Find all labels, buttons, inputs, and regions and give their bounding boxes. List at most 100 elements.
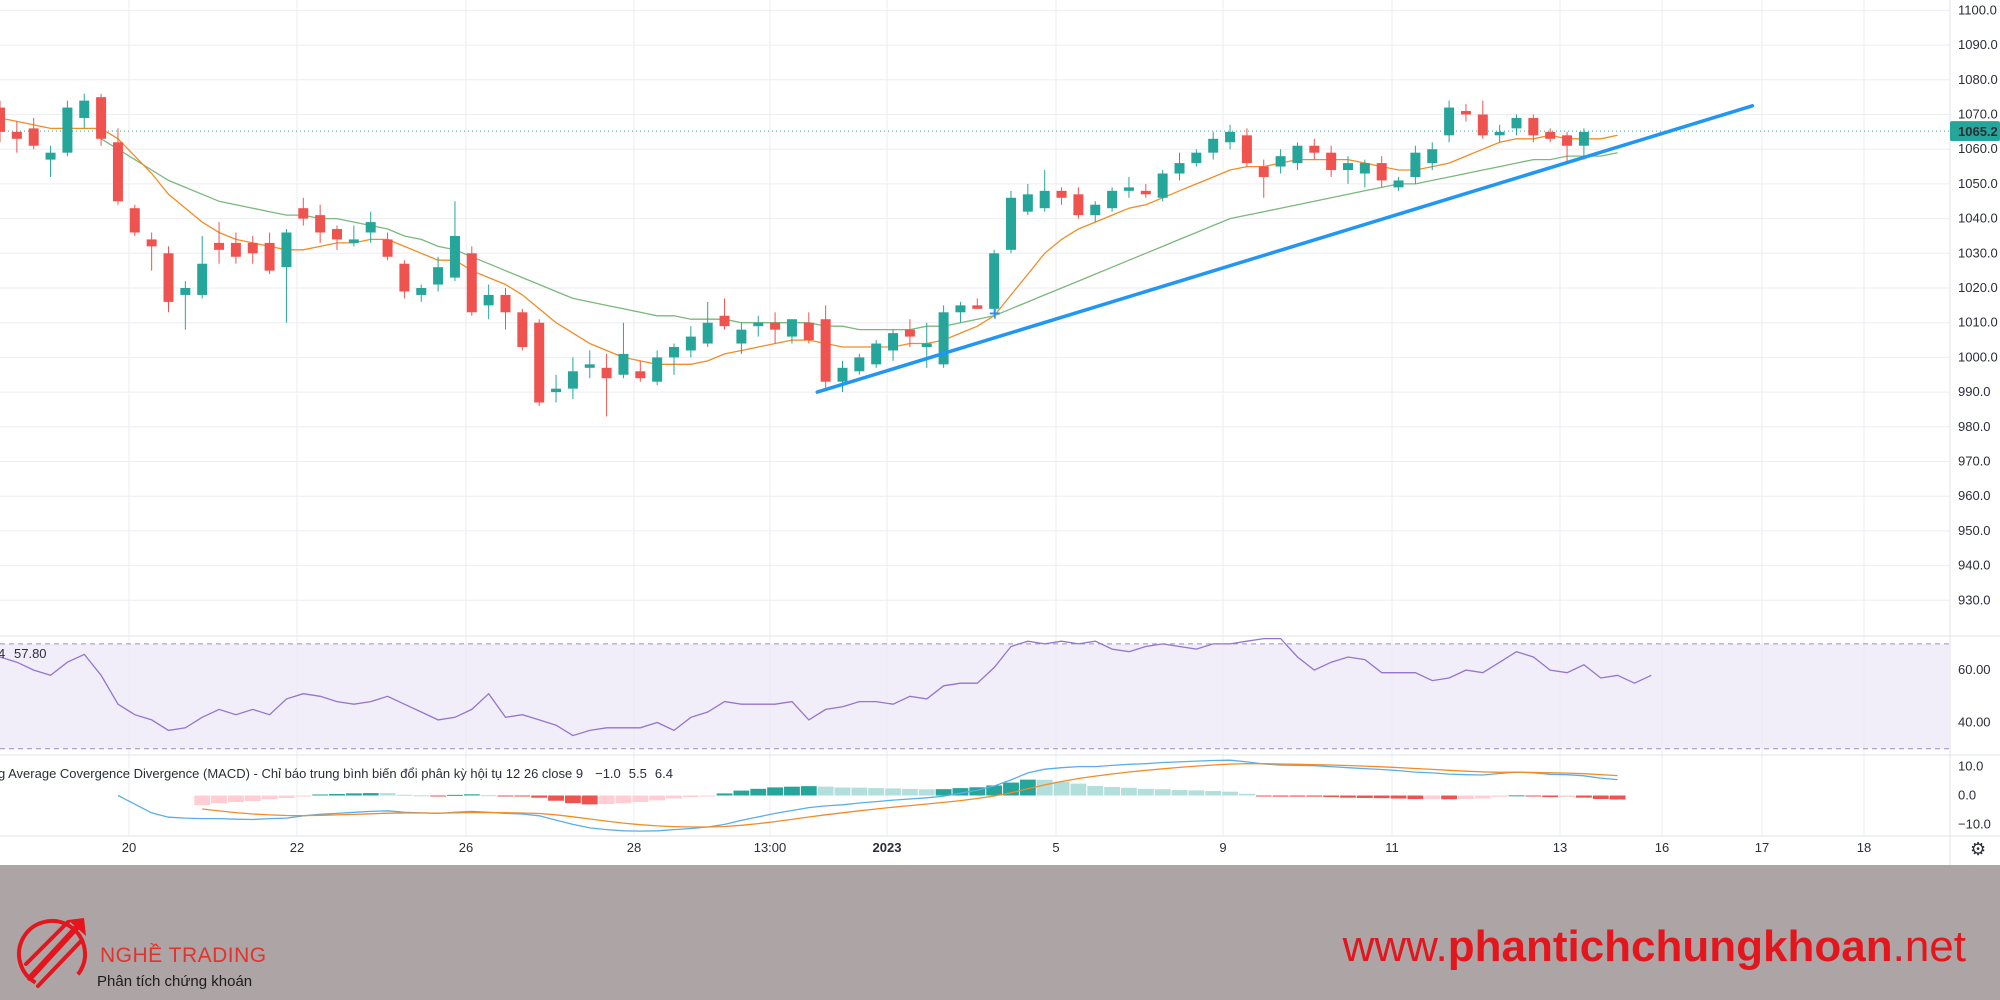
macd-histogram-bar (682, 795, 699, 797)
chart-area[interactable]: +1100.0 1090.0 1080.0 1070.0 1060.0 1050.0 104… (0, 0, 2000, 865)
macd-histogram-bar (632, 795, 649, 802)
rsi-label-fragment: 4 (0, 646, 5, 661)
brand-name: NGHỀ TRADING (100, 944, 267, 967)
time-tick-label: 9 (1219, 840, 1226, 855)
candle-body (1039, 190, 1050, 209)
candle-body (972, 305, 983, 309)
website-url[interactable]: www.phantichchungkhoan.net (1343, 922, 1966, 972)
last-price-badge (1950, 121, 2000, 142)
time-tick-label: 11 (1385, 840, 1399, 855)
macd-histogram-bar (969, 787, 986, 796)
macd-histogram-bar (1154, 789, 1171, 796)
price-tick-label: 1050.0 (1958, 176, 1998, 191)
candle-body (803, 322, 814, 341)
macd-histogram-bar (1104, 786, 1121, 796)
footer-banner (0, 865, 2000, 1000)
candle-body (11, 131, 22, 139)
macd-histogram-bar (885, 788, 901, 796)
logo-icon (17, 918, 87, 989)
macd-histogram-bar (1458, 795, 1474, 799)
candle-body (129, 208, 140, 233)
candle-body (180, 288, 191, 295)
candle-body (163, 253, 174, 302)
candle-body (854, 357, 865, 372)
settings-gear-icon[interactable]: ⚙ (1970, 839, 1986, 860)
macd-histogram-bar (901, 788, 918, 796)
candle-body (247, 242, 258, 254)
macd-histogram-bar (278, 795, 295, 799)
macd-histogram-bar (1070, 783, 1087, 796)
macd-histogram-bar (430, 795, 447, 797)
macd-tick-label: 10.0 (1958, 759, 1983, 774)
macd-histogram-bar (480, 795, 497, 797)
macd-histogram-bar (1205, 790, 1222, 796)
candle-body (1460, 111, 1471, 115)
macd-histogram-bar (1575, 795, 1592, 798)
macd-histogram-bar (1255, 795, 1272, 797)
macd-line-value: 5.5 (629, 766, 647, 781)
macd-histogram-bar (1525, 795, 1542, 797)
candle-body (1410, 152, 1421, 177)
macd-histogram-bar (699, 795, 716, 797)
candle-body (1393, 180, 1404, 188)
macd-histogram-bar (362, 793, 379, 796)
url-suffix: .net (1892, 922, 1966, 971)
time-tick-label: 26 (459, 840, 473, 855)
candle-body (719, 315, 730, 327)
candle-body (1292, 145, 1303, 164)
macd-histogram-bar (295, 795, 312, 797)
candle-body (1258, 166, 1269, 177)
macd-histogram-bar (817, 786, 834, 796)
macd-line (117, 759, 1618, 832)
candle-body (601, 367, 612, 379)
macd-histogram-bar (935, 789, 952, 796)
candle-body (483, 294, 494, 306)
macd-histogram-bar (581, 795, 598, 805)
candle-body (1056, 190, 1067, 198)
candle-body (365, 222, 376, 233)
macd-histogram-bar (1491, 795, 1508, 797)
macd-tick-label: −10.0 (1958, 816, 1991, 831)
macd-signal-line (202, 762, 1618, 828)
candle-body (348, 239, 359, 243)
candle-body (938, 312, 949, 365)
macd-histogram-bar (514, 795, 531, 797)
macd-histogram-bar (1238, 793, 1255, 796)
candle-body (1326, 152, 1337, 171)
macd-histogram-bar (1424, 795, 1441, 800)
price-tick-label: 990.0 (1958, 384, 1991, 399)
macd-histogram-bar (463, 794, 480, 796)
candle-body (1376, 163, 1387, 181)
time-tick-label: 20 (122, 840, 136, 855)
candle-body (669, 346, 679, 358)
candle-body (1208, 138, 1219, 153)
macd-histogram-bar (497, 795, 514, 797)
candle-body (45, 152, 56, 160)
candle-body (1545, 131, 1556, 139)
time-tick-label: 2023 (873, 840, 902, 855)
time-tick-label: 18 (1857, 840, 1871, 855)
price-tick-label: 1040.0 (1958, 211, 1998, 226)
candle-body (1140, 190, 1151, 195)
candle-body (1427, 149, 1438, 164)
chart-svg[interactable]: +1100.0 1090.0 1080.0 1070.0 1060.0 1050.0 104… (0, 0, 2000, 865)
macd-histogram-bar (716, 793, 733, 796)
macd-histogram-bar (211, 795, 227, 804)
macd-histogram-bar (1137, 788, 1154, 796)
price-tick-label: 980.0 (1958, 419, 1991, 434)
candle-body (399, 263, 410, 292)
time-tick-label: 17 (1755, 840, 1769, 855)
macd-histogram-bar (598, 795, 615, 805)
candle-body (1477, 114, 1488, 136)
candle-body (955, 305, 966, 313)
candle-body (1359, 163, 1370, 174)
candle-body (786, 319, 797, 337)
macd-histogram-bar (1036, 779, 1053, 796)
time-tick-label: 5 (1052, 840, 1059, 855)
candle-body (214, 242, 225, 250)
candle-body (264, 242, 275, 271)
macd-histogram-bar (800, 786, 817, 796)
candle-body (1123, 187, 1134, 191)
candle-body (1107, 190, 1118, 209)
candle-body (62, 107, 73, 153)
